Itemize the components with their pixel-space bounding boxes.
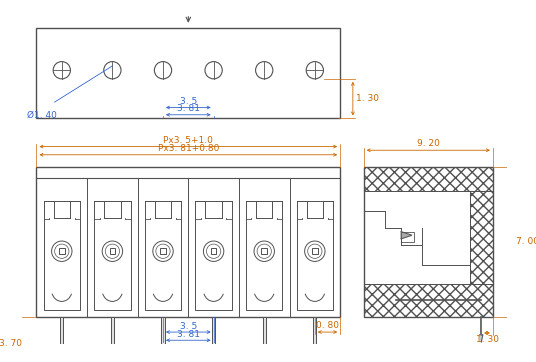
Text: 3. 81: 3. 81	[177, 104, 200, 113]
Bar	[161, 317, 165, 362]
Bar	[109, 248, 115, 254]
Bar	[43, 201, 80, 310]
Bar	[313, 317, 316, 362]
Text: 3. 5: 3. 5	[180, 322, 197, 331]
Text: Ø1. 40: Ø1. 40	[27, 111, 57, 120]
Text: 1. 30: 1. 30	[355, 94, 378, 103]
Bar	[36, 28, 340, 118]
Bar	[263, 317, 266, 362]
Bar	[59, 248, 65, 254]
Text: 0. 80: 0. 80	[316, 321, 339, 330]
Bar	[160, 248, 166, 254]
Text: Px3. 5+1.0: Px3. 5+1.0	[163, 136, 213, 145]
Text: 3. 81: 3. 81	[177, 330, 200, 339]
Bar	[312, 248, 318, 254]
Bar	[364, 283, 493, 317]
Bar	[196, 201, 232, 310]
Text: 9. 20: 9. 20	[417, 139, 440, 148]
Text: 1. 30: 1. 30	[475, 335, 498, 344]
Bar	[60, 317, 63, 362]
Polygon shape	[401, 232, 412, 239]
Bar	[364, 167, 493, 317]
Bar	[246, 201, 282, 310]
Bar	[212, 317, 215, 362]
Bar	[211, 248, 217, 254]
Text: Px3. 81+0.80: Px3. 81+0.80	[158, 144, 219, 153]
Text: 7. 00: 7. 00	[516, 237, 536, 246]
Bar	[94, 201, 131, 310]
Bar	[401, 232, 413, 242]
Bar	[145, 201, 181, 310]
Bar	[364, 167, 493, 191]
Bar	[111, 317, 114, 362]
Polygon shape	[480, 335, 483, 342]
Bar	[36, 167, 340, 317]
Text: 3. 70: 3. 70	[0, 339, 22, 348]
Bar	[262, 248, 267, 254]
Bar	[296, 201, 333, 310]
Bar	[470, 191, 493, 283]
Text: 3. 5: 3. 5	[180, 97, 197, 106]
